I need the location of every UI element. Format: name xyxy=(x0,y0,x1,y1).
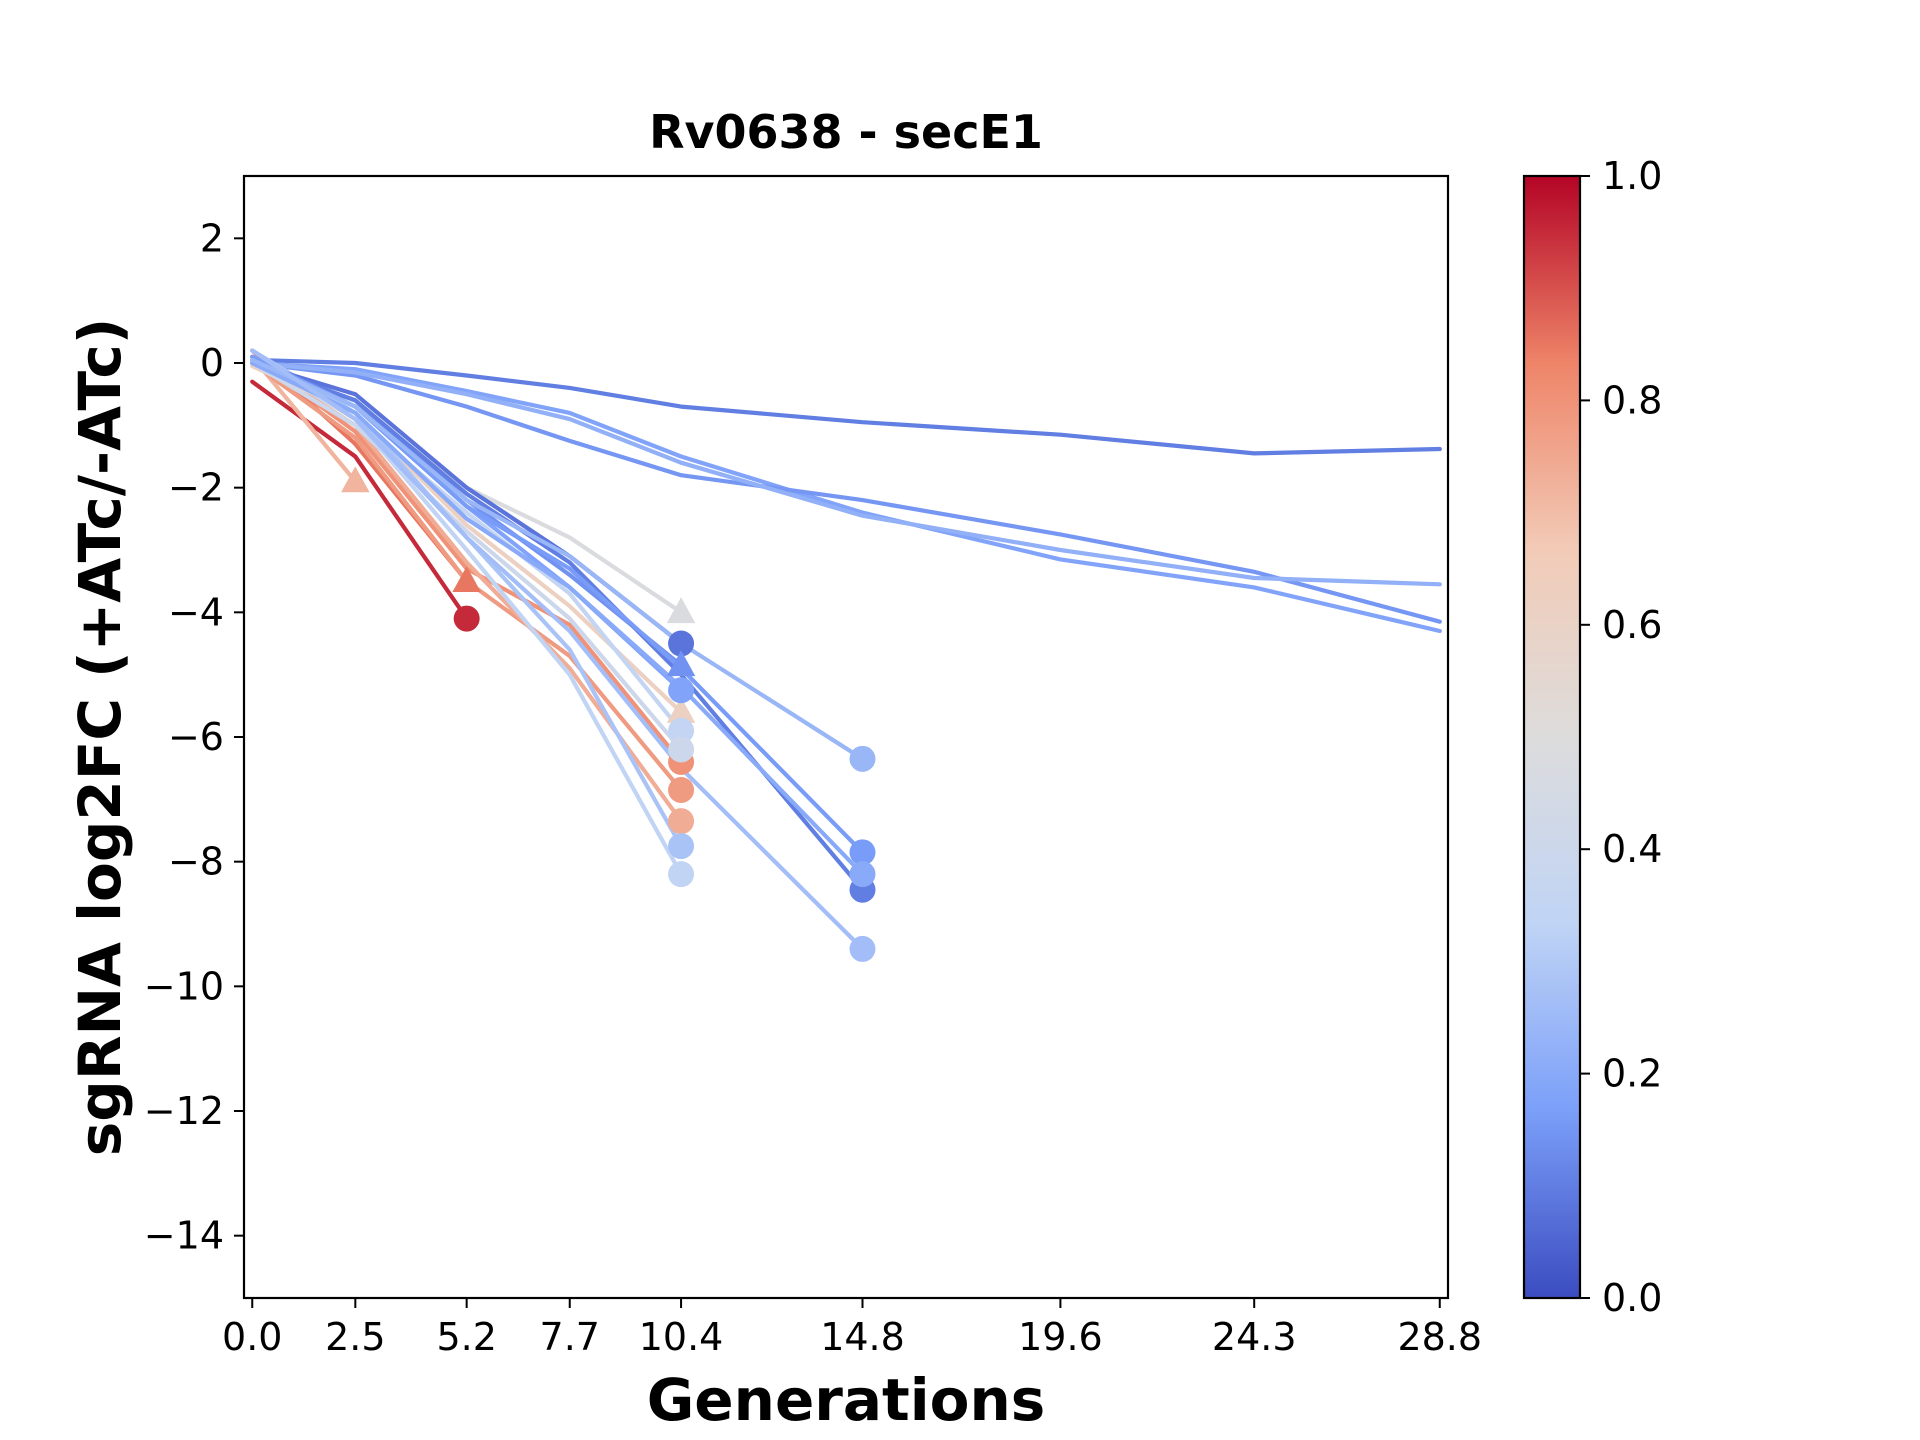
y-axis-ticks: 2 0 −2 −4 −6 −8 −10 −12 −14 xyxy=(144,216,244,1258)
x-tick-label: 0.0 xyxy=(222,1315,282,1359)
series-line-13 xyxy=(250,360,684,752)
plot-frame xyxy=(242,174,1450,1300)
series-marker-14 xyxy=(668,833,695,860)
series-line-3 xyxy=(250,360,1442,587)
colorbar-tick-label: 0.4 xyxy=(1602,827,1662,871)
marker-layer xyxy=(341,466,876,962)
y-tick-label: −12 xyxy=(144,1089,224,1133)
x-axis-label: Generations xyxy=(647,1366,1046,1434)
series-marker-10 xyxy=(666,697,696,723)
chart-title: Rv0638 - secE1 xyxy=(649,105,1043,159)
x-tick-label: 19.6 xyxy=(1018,1315,1103,1359)
series-marker-5 xyxy=(452,566,481,592)
series-marker-4 xyxy=(453,605,480,632)
y-tick-label: −8 xyxy=(168,840,224,884)
x-tick-label: 2.5 xyxy=(325,1315,385,1359)
series-marker-15 xyxy=(668,861,695,888)
x-tick-label: 10.4 xyxy=(639,1315,724,1359)
y-tick-label: −14 xyxy=(144,1214,224,1258)
y-axis-label: sgRNA log2FC (+ATc/-ATc) xyxy=(66,318,134,1156)
colorbar-tick-label: 0.2 xyxy=(1602,1052,1662,1096)
series-line-23 xyxy=(250,348,865,952)
series-line-19 xyxy=(250,360,865,892)
series-line-14 xyxy=(250,348,684,849)
colorbar-tick-label: 1.0 xyxy=(1602,154,1662,198)
colorbar-tick-label: 0.8 xyxy=(1602,378,1662,422)
series-marker-13 xyxy=(668,736,695,763)
series-marker-9 xyxy=(668,808,695,835)
series-marker-12 xyxy=(668,717,695,744)
y-tick-label: −4 xyxy=(168,590,224,634)
y-tick-label: 0 xyxy=(200,341,224,385)
y-tick-label: 2 xyxy=(200,216,224,260)
series-line-2 xyxy=(250,360,1442,624)
series-marker-8 xyxy=(668,776,695,803)
x-tick-label: 28.8 xyxy=(1397,1315,1482,1359)
series-marker-11 xyxy=(666,597,696,624)
series-marker-6 xyxy=(341,466,370,493)
x-tick-label: 24.3 xyxy=(1212,1315,1297,1359)
colorbar-ticks: 0.0 0.2 0.4 0.6 0.8 1.0 xyxy=(1580,154,1662,1320)
y-tick-label: −6 xyxy=(168,715,224,759)
series-line-1 xyxy=(250,360,1442,634)
colorbar xyxy=(1522,174,1582,1300)
series-line-4 xyxy=(250,379,469,621)
colorbar-tick-label: 0.0 xyxy=(1602,1276,1662,1320)
series-marker-16 xyxy=(668,630,695,657)
x-axis-ticks: 0.0 2.5 5.2 7.7 10.4 14.8 19.6 24.3 28.8 xyxy=(222,1298,1482,1359)
series-line-21 xyxy=(250,360,865,877)
series-marker-20 xyxy=(849,839,876,866)
series-line-0 xyxy=(250,357,1442,456)
series-marker-18 xyxy=(668,677,695,704)
series-marker-21 xyxy=(849,861,876,888)
series-line-22 xyxy=(250,357,865,761)
x-tick-label: 5.2 xyxy=(436,1315,496,1359)
series-layer xyxy=(250,348,1442,952)
series-marker-22 xyxy=(849,745,876,772)
colorbar-tick-label: 0.6 xyxy=(1602,603,1662,647)
x-tick-label: 7.7 xyxy=(540,1315,600,1359)
series-marker-17 xyxy=(666,650,696,677)
y-tick-label: −2 xyxy=(168,466,224,510)
y-tick-label: −10 xyxy=(144,964,224,1008)
series-marker-23 xyxy=(849,935,876,962)
x-tick-label: 14.8 xyxy=(820,1315,905,1359)
